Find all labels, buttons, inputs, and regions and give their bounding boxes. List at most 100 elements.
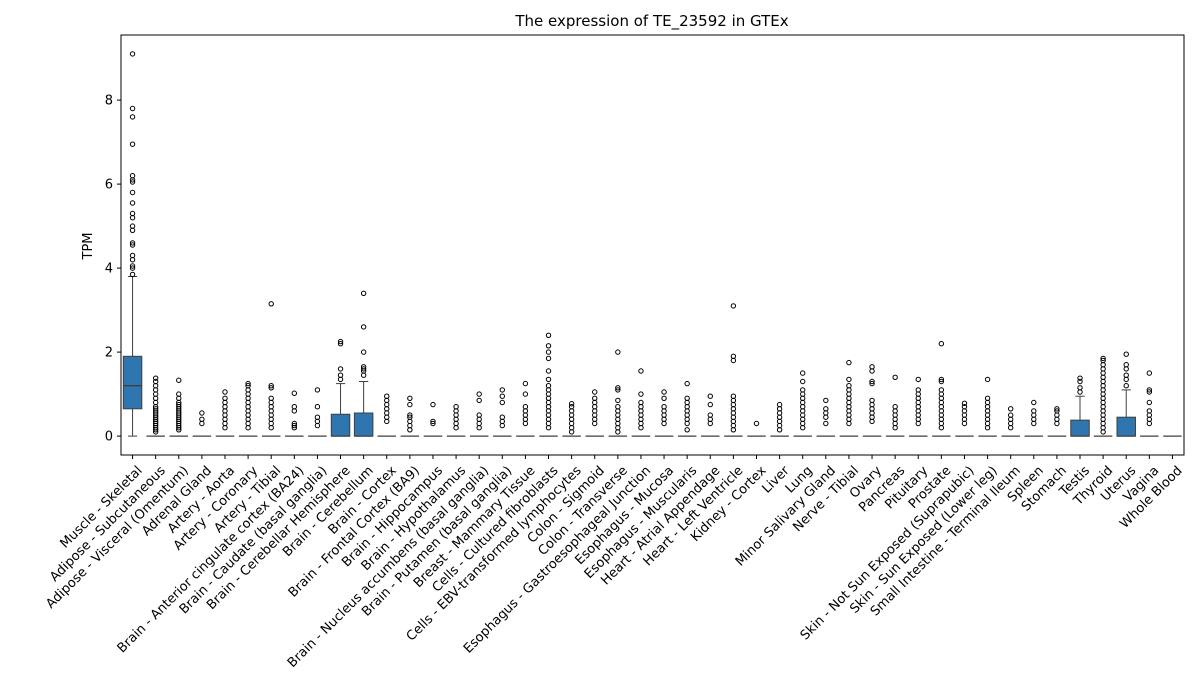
outlier-point <box>753 420 760 427</box>
outlier-point <box>337 341 344 347</box>
outlier-point <box>360 290 367 296</box>
outlier-point <box>1100 357 1106 364</box>
outlier-point <box>430 420 436 427</box>
outlier-point <box>129 265 136 271</box>
outlier-point <box>1123 383 1129 389</box>
outlier-point <box>915 387 921 393</box>
outlier-point <box>1077 375 1083 381</box>
outlier-point <box>545 376 552 383</box>
outlier-point <box>499 399 505 406</box>
outlier-point <box>129 223 136 229</box>
outlier-point <box>291 420 298 427</box>
outlier-point <box>938 387 945 393</box>
outlier-point <box>1146 387 1153 393</box>
outlier-point <box>984 395 991 401</box>
outlier-point <box>915 376 921 383</box>
outlier-point <box>337 372 344 378</box>
outlier-point <box>961 404 968 410</box>
outlier-point <box>823 420 829 427</box>
outlier-point <box>846 376 852 383</box>
outlier-point <box>199 416 205 422</box>
outlier-point <box>499 387 505 393</box>
outlier-point <box>661 389 667 395</box>
outlier-point <box>129 271 136 278</box>
outlier-point <box>615 385 621 391</box>
outlier-point <box>938 376 945 383</box>
outlier-point <box>129 173 136 179</box>
box <box>1116 416 1136 437</box>
outlier-point <box>707 401 713 408</box>
outlier-point <box>245 380 251 387</box>
outlier-point <box>568 404 575 410</box>
y-tick-label: 8 <box>105 94 113 109</box>
outlier-point <box>129 105 136 112</box>
outlier-point <box>615 404 621 410</box>
outlier-point <box>129 252 136 259</box>
outlier-point <box>129 114 136 120</box>
outlier-point <box>360 366 367 372</box>
outlier-point <box>337 338 344 345</box>
outlier-point <box>1146 389 1153 395</box>
outlier-point <box>522 380 529 387</box>
outlier-point <box>869 397 875 404</box>
outlier-point <box>129 242 136 248</box>
outlier-point <box>1007 412 1014 418</box>
outlier-point <box>961 400 968 407</box>
outlier-point <box>268 383 274 389</box>
outlier-point <box>291 422 298 429</box>
outlier-point <box>129 210 136 217</box>
outlier-point <box>129 263 136 269</box>
outlier-point <box>592 395 598 401</box>
outlier-point <box>407 412 413 418</box>
outlier-point <box>199 410 205 416</box>
box <box>122 355 143 410</box>
outlier-point <box>314 414 321 420</box>
outlier-point <box>730 303 737 309</box>
outlier-point <box>499 393 505 399</box>
outlier-point <box>522 391 529 397</box>
chart-title: The expression of TE_23592 in GTEx <box>514 12 788 31</box>
outlier-point <box>707 393 713 399</box>
box <box>1070 419 1090 437</box>
outlier-point <box>984 376 991 383</box>
outlier-point <box>776 401 783 408</box>
outlier-point <box>453 404 459 410</box>
outlier-point <box>1123 362 1129 368</box>
outlier-point <box>1031 399 1037 406</box>
outlier-point <box>314 387 321 393</box>
outlier-point <box>129 200 136 206</box>
box <box>330 413 351 437</box>
outlier-point <box>129 179 136 185</box>
outlier-point <box>291 404 298 410</box>
outlier-point <box>384 393 390 399</box>
outlier-point <box>615 349 621 355</box>
outlier-point <box>152 378 159 385</box>
outlier-point <box>430 418 436 425</box>
outlier-point <box>129 51 136 57</box>
outlier-point <box>638 368 644 374</box>
outlier-point <box>268 385 274 391</box>
outlier-point <box>129 240 136 246</box>
outlier-point <box>176 391 182 397</box>
outlier-point <box>938 378 945 385</box>
outlier-point <box>545 368 552 374</box>
outlier-point <box>938 341 945 347</box>
outlier-point <box>1146 408 1153 414</box>
outlier-point <box>615 397 621 404</box>
outlier-point <box>823 397 829 404</box>
outlier-point <box>707 412 713 418</box>
outlier-point <box>407 401 413 408</box>
outlier-point <box>337 366 344 372</box>
outlier-point <box>176 377 182 383</box>
outlier-point <box>129 141 136 147</box>
outlier-point <box>152 375 159 381</box>
outlier-point <box>1077 385 1083 391</box>
outlier-point <box>545 355 552 362</box>
outlier-point <box>1146 399 1153 406</box>
outlier-point <box>846 383 852 389</box>
outlier-point <box>545 349 552 355</box>
y-tick-label: 6 <box>105 178 113 193</box>
outlier-point <box>176 401 182 408</box>
outlier-point <box>730 393 737 399</box>
